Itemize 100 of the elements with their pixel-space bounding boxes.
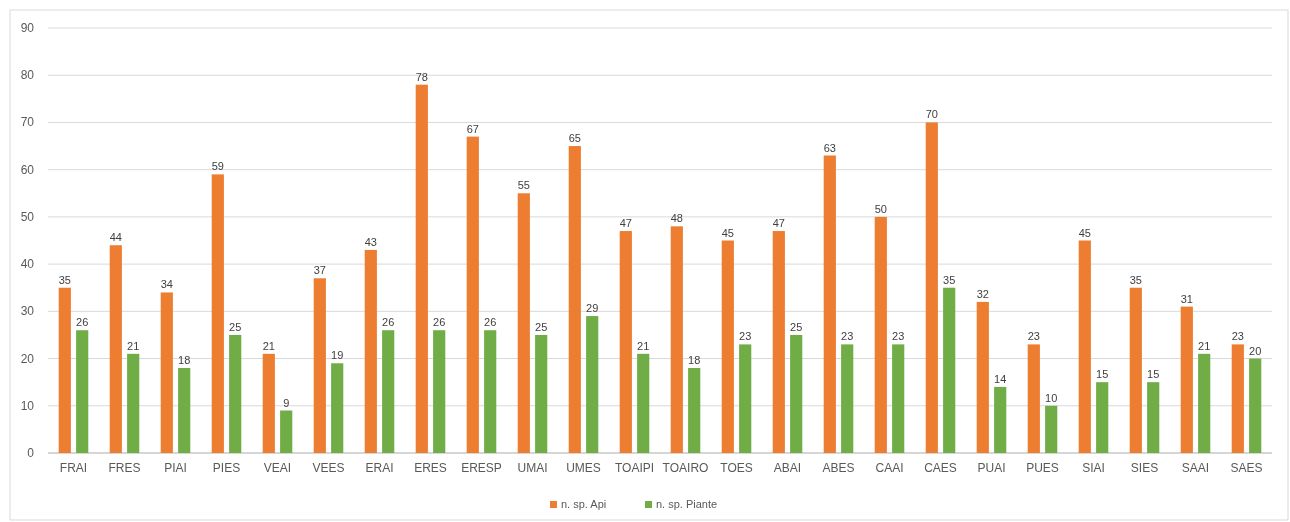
y-tick-label: 0: [27, 446, 35, 460]
data-label: 18: [688, 354, 701, 366]
legend-label: n. sp. Piante: [656, 498, 718, 510]
bar: [1096, 382, 1109, 453]
x-tick-label: ERAI: [365, 461, 394, 475]
data-label: 35: [58, 273, 71, 286]
data-label: 59: [211, 160, 224, 173]
x-tick-label: SAES: [1230, 461, 1263, 475]
data-label: 21: [637, 339, 650, 352]
x-tick-label: ABAI: [773, 461, 802, 475]
bar: [517, 193, 530, 453]
bar: [1027, 344, 1040, 453]
bar: [1129, 287, 1142, 453]
data-label: 20: [1249, 344, 1262, 357]
y-tick-label: 20: [20, 351, 35, 366]
bar: [637, 353, 650, 453]
bar: [568, 146, 581, 453]
bar: [160, 292, 173, 453]
x-tick-label: CAES: [924, 461, 957, 475]
bar: [874, 216, 887, 453]
bar: [484, 330, 497, 453]
bar: [58, 287, 71, 453]
data-label: 23: [841, 330, 854, 343]
data-label: 70: [925, 108, 938, 121]
bar: [976, 301, 989, 453]
bar: [313, 278, 326, 453]
bar: [109, 245, 122, 453]
y-tick-label: 80: [20, 68, 35, 83]
bar: [892, 344, 905, 453]
x-tick-label: ABES: [822, 461, 855, 475]
bar: [619, 231, 632, 453]
data-label: 34: [160, 278, 173, 291]
data-label: 26: [76, 316, 89, 329]
data-label: 26: [382, 316, 395, 329]
bar: [211, 174, 224, 453]
bar: [433, 330, 446, 453]
x-tick-label: ERES: [414, 461, 447, 475]
y-tick-label: 10: [20, 398, 35, 413]
data-label: 25: [790, 320, 803, 333]
bar: [688, 368, 701, 453]
x-tick-label: PIAI: [164, 461, 187, 475]
data-label: 25: [535, 320, 548, 333]
bar: [1180, 306, 1193, 453]
bar: [229, 334, 242, 453]
data-label: 78: [415, 70, 428, 83]
bar: [994, 386, 1007, 453]
bar: [1078, 240, 1091, 453]
x-tick-label: VEAI: [263, 461, 292, 475]
data-label: 45: [721, 226, 734, 239]
bar: [280, 410, 293, 453]
y-tick-label: 70: [20, 115, 35, 130]
data-label: 31: [1180, 292, 1193, 305]
bar: [466, 136, 479, 453]
data-label: 18: [178, 354, 191, 366]
bar: [76, 330, 89, 453]
bar: [127, 353, 140, 453]
bar: [1249, 358, 1262, 453]
data-label: 47: [772, 217, 785, 230]
y-tick-label: 90: [20, 21, 35, 35]
data-label: 50: [874, 202, 887, 215]
data-label: 23: [892, 330, 905, 343]
x-tick-label: CAAI: [875, 461, 904, 475]
x-tick-label: FRAI: [59, 461, 88, 475]
x-tick-label: TOES: [720, 461, 753, 475]
bar: [721, 240, 734, 453]
x-tick-label: PUAI: [977, 461, 1006, 475]
x-tick-label: SAAI: [1181, 461, 1210, 475]
bar: [364, 249, 377, 453]
data-label: 23: [1231, 330, 1244, 343]
x-tick-label: SIAI: [1082, 461, 1105, 475]
data-label: 23: [739, 330, 752, 343]
data-label: 19: [331, 349, 344, 362]
data-label: 67: [466, 122, 479, 135]
data-label: 26: [433, 316, 446, 329]
x-tick-label: TOAIPI: [614, 461, 655, 475]
data-label: 45: [1078, 226, 1091, 239]
bar: [262, 353, 275, 453]
x-tick-label: PIES: [212, 461, 241, 475]
bar: [331, 363, 344, 453]
data-label: 25: [229, 320, 242, 333]
data-label: 65: [568, 132, 581, 145]
bar: [586, 316, 599, 453]
data-label: 23: [1027, 330, 1040, 343]
bar: [535, 334, 548, 453]
data-label: 47: [619, 217, 632, 230]
data-label: 32: [976, 287, 989, 300]
data-label: 21: [262, 339, 275, 352]
data-label: 29: [586, 302, 599, 315]
x-tick-label: VEES: [312, 461, 345, 475]
data-label: 35: [943, 273, 956, 286]
data-label: 21: [127, 339, 140, 352]
x-tick-label: TOAIRO: [662, 461, 709, 475]
bar: [925, 122, 938, 453]
data-label: 15: [1096, 368, 1109, 381]
x-tick-label: UMAI: [517, 461, 548, 475]
x-tick-label: FRES: [108, 461, 141, 475]
legend-label: n. sp. Api: [561, 498, 607, 510]
bar: [1198, 353, 1211, 453]
data-label: 26: [484, 316, 497, 329]
x-tick-label: SIES: [1130, 461, 1159, 475]
